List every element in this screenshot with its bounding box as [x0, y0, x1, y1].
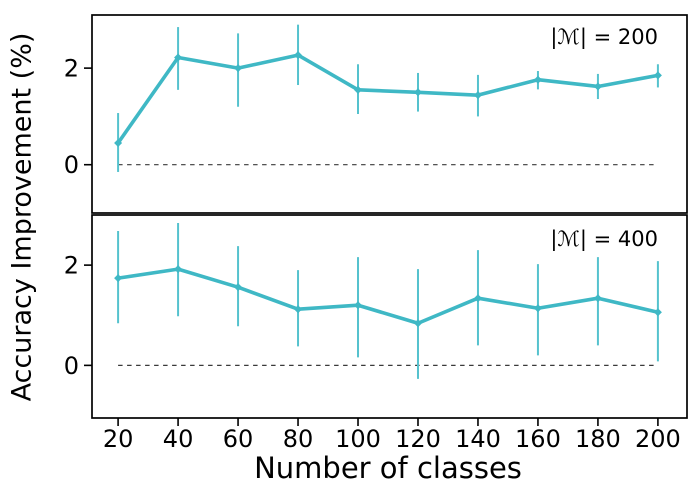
x-axis-label: Number of classes — [254, 451, 522, 485]
data-point — [294, 51, 303, 60]
data-point — [593, 294, 602, 303]
data-point — [234, 283, 243, 292]
panel-label-m200: |ℳ| = 200 — [550, 25, 658, 49]
data-line — [116, 53, 660, 145]
top-panel: 02 — [64, 14, 688, 214]
bottom-panel: 02 — [64, 214, 688, 419]
data-point — [533, 75, 542, 84]
data-point — [413, 88, 422, 97]
data-point — [114, 274, 123, 283]
data-line — [116, 267, 660, 326]
y-tick-label: 0 — [64, 151, 79, 179]
data-point — [234, 64, 243, 73]
y-axis-label: Accuracy Improvement (%) — [6, 32, 38, 402]
data-point — [294, 305, 303, 314]
panel-label-m400: |ℳ| = 400 — [550, 227, 658, 251]
x-tick-label: 100 — [335, 425, 381, 453]
data-point — [354, 85, 363, 94]
panel-border — [91, 214, 688, 419]
data-point — [653, 308, 662, 317]
x-tick-label: 60 — [223, 425, 254, 453]
x-tick-label: 140 — [455, 425, 501, 453]
data-point — [114, 138, 123, 147]
data-point — [354, 301, 363, 310]
y-tick-label: 0 — [64, 352, 79, 380]
data-point — [593, 82, 602, 91]
x-tick-label: 40 — [163, 425, 194, 453]
x-tick-label: 120 — [395, 425, 441, 453]
x-tick-label: 160 — [515, 425, 561, 453]
data-point — [533, 304, 542, 313]
y-tick-label: 2 — [64, 252, 79, 280]
x-tick-label: 200 — [635, 425, 681, 453]
x-tick-label: 20 — [103, 425, 134, 453]
data-point — [473, 91, 482, 100]
data-point — [653, 71, 662, 80]
x-axis: 20 40 60 80 100 120 140 160 180 200 — [103, 418, 681, 453]
x-tick-label: 180 — [575, 425, 621, 453]
data-point — [413, 319, 422, 328]
x-tick-label: 80 — [283, 425, 314, 453]
y-tick-label: 2 — [64, 55, 79, 83]
data-point — [174, 265, 183, 274]
data-point — [473, 294, 482, 303]
panel-border — [91, 14, 688, 214]
data-point — [174, 53, 183, 62]
